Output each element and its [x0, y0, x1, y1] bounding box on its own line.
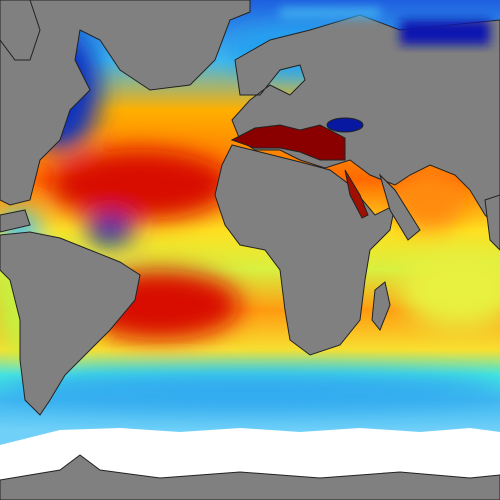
south-america [0, 231, 141, 416]
sea-ice-north [280, 8, 490, 45]
north-america-greenland [0, 0, 251, 206]
red-sea [344, 169, 369, 219]
africa [214, 144, 396, 356]
arabian-sea [395, 170, 465, 230]
barents-sea [280, 8, 380, 18]
southern-ocean [0, 372, 500, 408]
land [0, 0, 500, 416]
antarctica [0, 454, 500, 500]
central-america [0, 209, 31, 233]
southeast-asia [484, 194, 500, 251]
kara-sea [400, 20, 490, 45]
arctic-islands [0, 0, 41, 61]
indian-ocean [400, 250, 500, 330]
madagascar [371, 281, 391, 331]
amazon-plume [85, 215, 135, 245]
black-sea [326, 117, 364, 133]
north-atlantic-max [50, 150, 230, 220]
mediterranean-sea [230, 124, 346, 161]
arabian-coast [378, 173, 421, 241]
